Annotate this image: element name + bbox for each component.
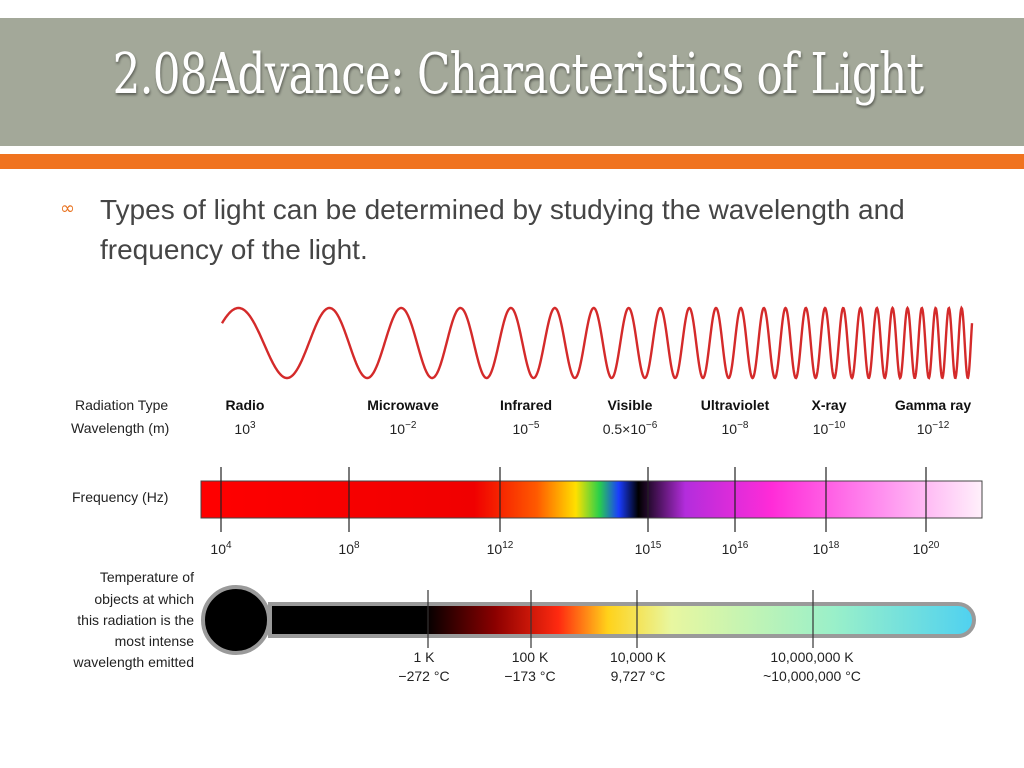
temperature-celsius: −173 °C [504,668,555,684]
radiation-type-name: Ultraviolet [701,397,770,413]
slide-title: 2.08Advance: Characteristics of Light [112,42,924,107]
temperature-celsius: −272 °C [398,668,449,684]
frequency-tick-label: 1016 [722,540,749,557]
wavelength-label: Wavelength (m) [71,420,169,436]
wavelength-value: 10−10 [813,420,846,437]
radiation-type-name: Infrared [500,397,552,413]
wavelength-value: 10−5 [513,420,540,437]
radiation-type-name: Radio [226,397,265,413]
frequency-tick-label: 1018 [813,540,840,557]
temperature-kelvin: 1 K [413,649,435,665]
temperature-kelvin: 10,000 K [610,649,667,665]
wavelength-value: 10−2 [390,420,417,437]
thermometer-bulb [201,585,271,655]
radiation-type-name: Gamma ray [895,397,971,413]
temperature-kelvin: 100 K [512,649,549,665]
frequency-bar [200,480,983,519]
frequency-tick-label: 108 [338,540,360,557]
temperature-celsius: ~10,000,000 °C [763,668,861,684]
thermometer-tube [268,602,976,638]
wavelength-value: 10−8 [722,420,749,437]
title-bar [0,18,1024,146]
frequency-tick-label: 1015 [635,540,662,557]
frequency-tick-label: 104 [210,540,232,557]
wavelength-value: 103 [234,420,256,437]
accent-stripe [0,154,1024,169]
frequency-label: Frequency (Hz) [72,489,168,505]
temperature-kelvin: 10,000,000 K [770,649,854,665]
wavelength-value: 10−12 [917,420,950,437]
radiation-type-label: Radiation Type [75,397,168,413]
radiation-type-name: X-ray [811,397,846,413]
temperature-celsius: 9,727 °C [611,668,666,684]
bullet-icon: ∞ [60,198,75,219]
wave-line [220,305,974,381]
radiation-type-name: Visible [608,397,653,413]
frequency-tick-label: 1020 [913,540,940,557]
temperature-label: Temperature of objects at which this radia… [72,569,194,670]
radiation-type-name: Microwave [367,397,439,413]
wavelength-value: 0.5×10−6 [603,420,658,437]
frequency-tick-label: 1012 [487,540,514,557]
bullet-text: Types of light can be determined by stud… [100,194,905,265]
